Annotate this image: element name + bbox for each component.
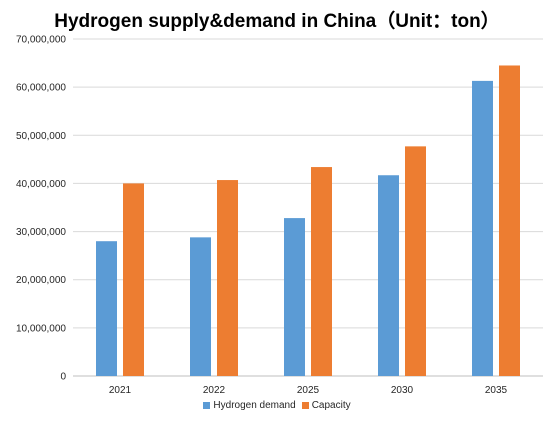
legend-label-hydrogen-demand: Hydrogen demand bbox=[213, 400, 296, 411]
legend: Hydrogen demand Capacity bbox=[0, 400, 554, 411]
x-tick-label: 2022 bbox=[203, 385, 226, 396]
bar-hydrogen-demand bbox=[96, 241, 117, 376]
bar-hydrogen-demand bbox=[284, 218, 305, 376]
legend-swatch-capacity bbox=[301, 402, 309, 409]
y-tick-label: 20,000,000 bbox=[16, 275, 66, 286]
x-tick-label: 2025 bbox=[297, 385, 320, 396]
bar-hydrogen-demand bbox=[472, 80, 493, 377]
bar-capacity bbox=[499, 65, 520, 376]
bar-hydrogen-demand bbox=[190, 237, 211, 376]
y-tick-label: 0 bbox=[60, 372, 66, 383]
bar-capacity bbox=[311, 167, 332, 376]
bar-capacity bbox=[217, 180, 238, 376]
y-tick-label: 60,000,000 bbox=[16, 83, 66, 94]
legend-item-hydrogen-demand: Hydrogen demand bbox=[203, 400, 296, 411]
bar-capacity bbox=[123, 183, 144, 376]
legend-item-capacity: Capacity bbox=[301, 400, 351, 411]
legend-swatch-hydrogen-demand bbox=[203, 402, 211, 409]
bar-hydrogen-demand bbox=[378, 175, 399, 376]
x-tick-label: 2030 bbox=[391, 385, 414, 396]
x-tick-label: 2035 bbox=[485, 385, 508, 396]
legend-label-capacity: Capacity bbox=[311, 400, 351, 411]
bar-capacity bbox=[405, 146, 426, 376]
y-tick-label: 50,000,000 bbox=[16, 131, 66, 142]
y-tick-label: 30,000,000 bbox=[16, 227, 66, 238]
y-tick-label: 40,000,000 bbox=[16, 179, 66, 190]
y-tick-label: 10,000,000 bbox=[16, 323, 66, 334]
chart-title: Hydrogen supply&demand in China（Unit：ton… bbox=[54, 11, 500, 32]
y-tick-label: 70,000,000 bbox=[16, 35, 66, 46]
x-tick-label: 2021 bbox=[109, 385, 132, 396]
